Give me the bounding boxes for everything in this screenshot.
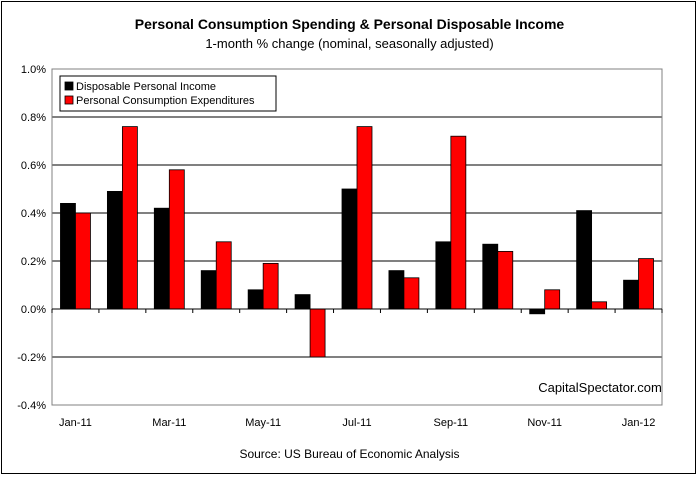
bar-income	[529, 308, 546, 315]
bar-income	[435, 241, 452, 310]
bar-expenditures	[168, 169, 185, 310]
bar-expenditures	[544, 289, 561, 310]
legend-label: Personal Consumption Expenditures	[76, 95, 255, 107]
legend-swatch	[64, 81, 74, 91]
x-tick-label: Jan-11	[59, 417, 92, 429]
axes: -0.4% -0.2% 0.0% 0.2% 0.4% 0.6% 0.8% 1.0% Jan-11…	[17, 64, 663, 429]
bar-expenditures	[121, 126, 138, 310]
bar-expenditures	[356, 126, 373, 310]
y-tick-label: 0.8%	[21, 112, 46, 124]
bar-income	[153, 207, 170, 310]
bar-income	[576, 210, 593, 310]
bars	[60, 126, 654, 358]
bar-income	[200, 270, 217, 310]
y-tick-label: -0.4%	[17, 400, 46, 412]
x-tick-label: Jan-12	[622, 417, 656, 429]
bar-expenditures	[262, 262, 279, 310]
bar-expenditures	[591, 301, 608, 310]
y-tick-label: 1.0%	[21, 64, 46, 76]
x-tick-label: May-11	[245, 417, 281, 429]
y-tick-label: 0.0%	[21, 304, 46, 316]
legend-swatch	[64, 95, 74, 105]
x-tick-label: Jul-11	[342, 417, 371, 429]
bar-expenditures	[309, 308, 326, 358]
bar-expenditures	[497, 250, 514, 310]
bar-income	[106, 190, 123, 310]
legend-box	[59, 75, 277, 112]
watermark-text: CapitalSpectator.com	[538, 380, 662, 395]
x-tick-label: Sep-11	[434, 417, 469, 429]
x-tick-label: Nov-11	[527, 417, 562, 429]
bar-expenditures	[215, 241, 232, 310]
y-tick-label: 0.6%	[21, 160, 46, 172]
x-tick-label: Mar-11	[152, 417, 186, 429]
bar-income	[60, 202, 76, 310]
bar-income	[623, 279, 639, 310]
bar-income	[388, 270, 405, 310]
bar-expenditures	[403, 277, 420, 310]
bar-income	[294, 294, 311, 310]
source-note: Source: US Bureau of Economic Analysis	[239, 447, 460, 461]
plot-area-border	[51, 68, 663, 406]
bar-income	[247, 289, 264, 310]
bar-expenditures	[75, 212, 91, 310]
legend-label: Disposable Personal Income	[76, 81, 216, 93]
chart-title: Personal Consumption Spending & Personal…	[134, 16, 565, 32]
y-tick-label: 0.2%	[21, 256, 46, 268]
legend: Disposable Personal Income Personal Consu…	[59, 75, 277, 112]
chart-subtitle: 1-month % change (nominal, seasonally ad…	[205, 36, 494, 51]
bar-expenditures	[638, 258, 654, 310]
bar-income	[341, 188, 358, 310]
y-tick-label: 0.4%	[21, 208, 46, 220]
bar-income	[482, 243, 499, 310]
y-tick-label: -0.2%	[17, 352, 46, 364]
bar-expenditures	[450, 135, 467, 310]
